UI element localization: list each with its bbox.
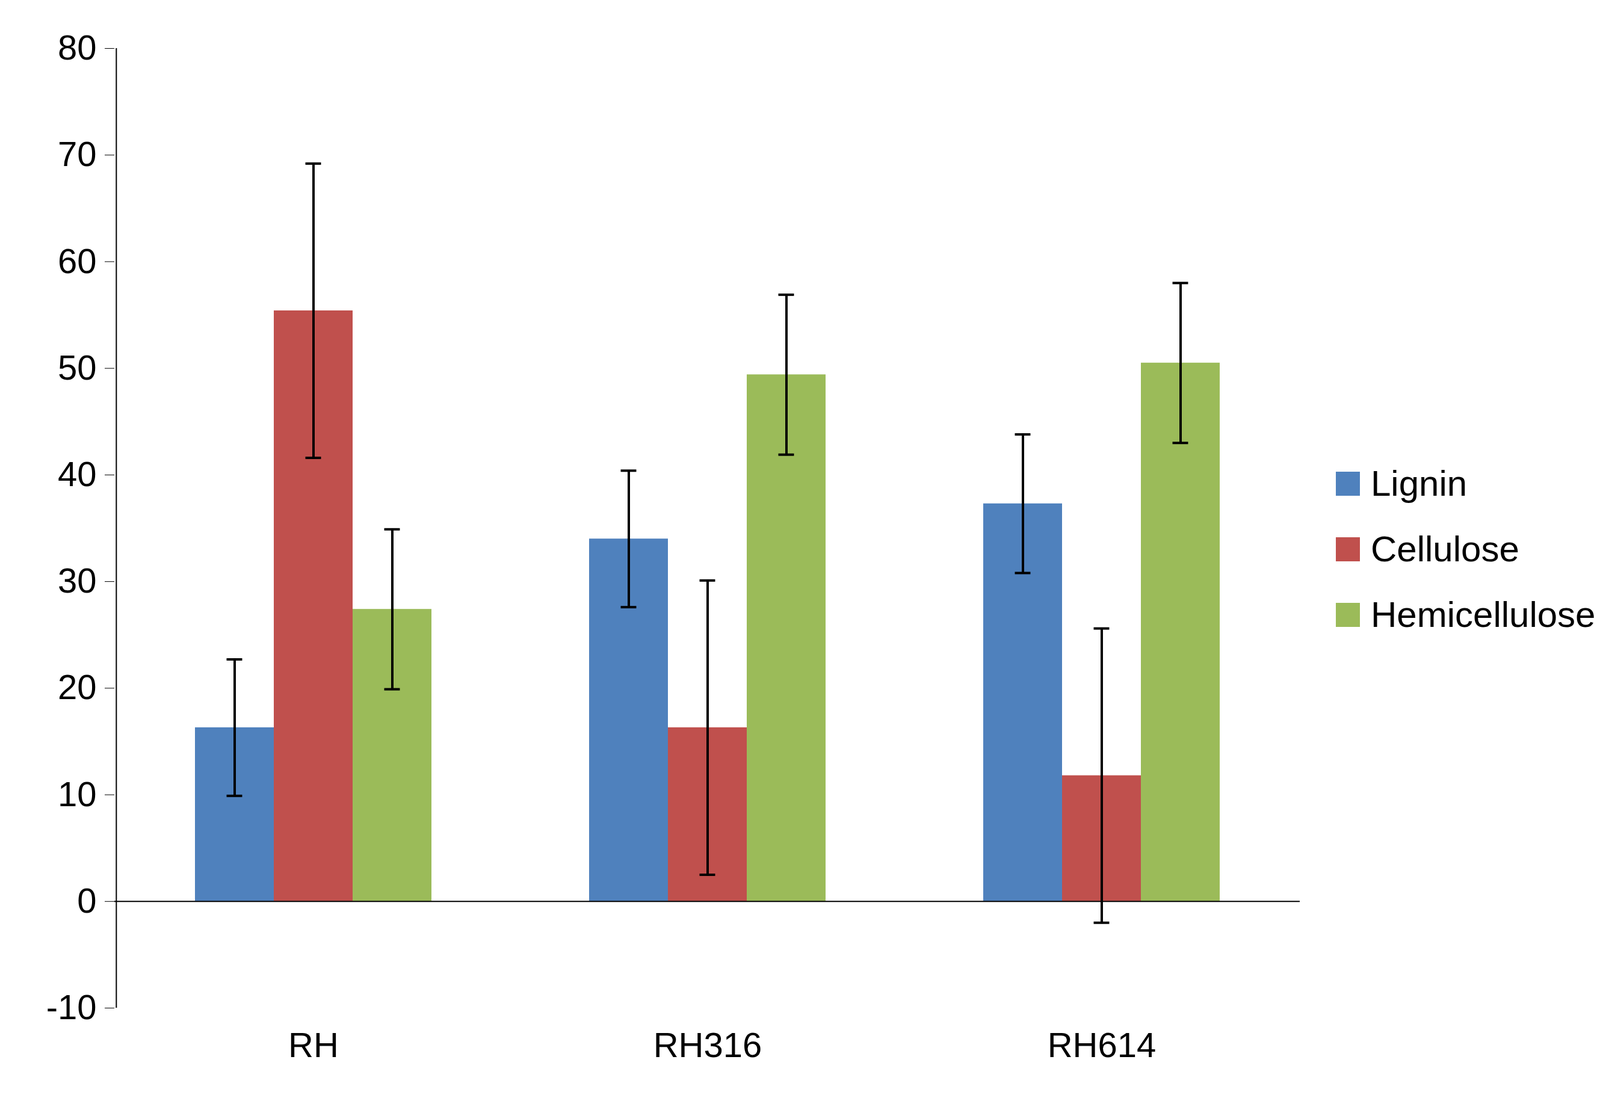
svg-text:20: 20 (57, 667, 97, 707)
svg-text:RH614: RH614 (1047, 1025, 1157, 1065)
svg-text:70: 70 (57, 134, 97, 174)
svg-text:RH: RH (288, 1025, 339, 1065)
svg-text:50: 50 (57, 347, 97, 387)
svg-text:60: 60 (57, 241, 97, 281)
html-text:Hemicellulose: Hemicellulose (1370, 594, 1596, 635)
svg-text:10: 10 (57, 774, 97, 814)
svg-text:0: 0 (77, 880, 97, 921)
html-text:Lignin: Lignin (1370, 463, 1468, 504)
svg-text:80: 80 (57, 27, 97, 67)
svg-text:RH316: RH316 (653, 1025, 763, 1065)
svg-text:30: 30 (57, 560, 97, 600)
html-text:Cellulose: Cellulose (1370, 528, 1520, 570)
svg-text:-10: -10 (46, 987, 97, 1027)
svg-text:40: 40 (57, 454, 97, 494)
